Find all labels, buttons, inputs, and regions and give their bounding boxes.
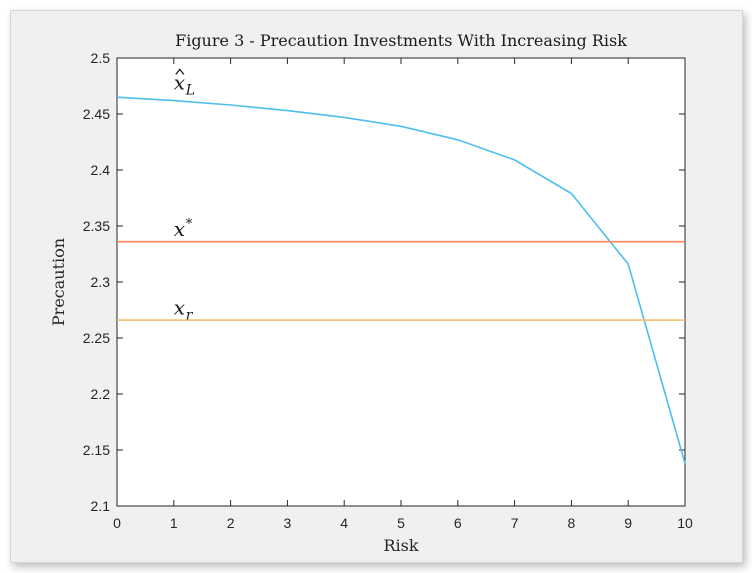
y-tick-label: 2.2	[91, 386, 111, 402]
subscript: L	[185, 82, 195, 98]
chart-title: Figure 3 - Precaution Investments With I…	[175, 31, 627, 50]
y-tick-label: 2.5	[91, 50, 111, 66]
y-tick-label: 2.15	[83, 442, 110, 458]
y-tick-label: 2.35	[83, 218, 110, 234]
series-group	[116, 96, 686, 464]
x-tick-label: 4	[340, 515, 348, 531]
plot-area	[116, 57, 686, 507]
x-axis: 0 1 2 3 4 5 6 7 8 9 10	[113, 58, 693, 531]
x-tick-label: 10	[677, 515, 693, 531]
x-tick-label: 3	[284, 515, 292, 531]
series-label-1: x *	[174, 217, 193, 241]
x-tick-label: 2	[227, 515, 235, 531]
series-line-0	[116, 96, 686, 464]
x-tick-label: 1	[170, 515, 178, 531]
y-axis: 2.1 2.15 2.2 2.25 2.3 2.35 2.4 2.45 2.5	[83, 50, 685, 514]
superscript: *	[186, 217, 193, 232]
hat-accent	[175, 68, 185, 75]
y-axis-label: Precaution	[49, 238, 68, 326]
y-tick-label: 2.3	[91, 274, 111, 290]
x-axis-label: Risk	[383, 536, 418, 555]
x-tick-label: 8	[568, 515, 576, 531]
series-label-text: x	[174, 295, 185, 319]
series-label-text: x	[174, 70, 185, 94]
y-tick-label: 2.45	[83, 106, 110, 122]
x-tick-label: 9	[624, 515, 632, 531]
series-label-text: x	[174, 217, 185, 241]
y-tick-label: 2.25	[83, 330, 110, 346]
x-tick-label: 5	[397, 515, 405, 531]
x-tick-label: 7	[511, 515, 519, 531]
x-tick-label: 0	[113, 515, 121, 531]
y-tick-label: 2.1	[91, 498, 111, 514]
series-labels: x Lx *x r	[174, 68, 195, 323]
subscript: r	[186, 307, 194, 323]
y-tick-label: 2.4	[91, 162, 111, 178]
x-tick-label: 6	[454, 515, 462, 531]
